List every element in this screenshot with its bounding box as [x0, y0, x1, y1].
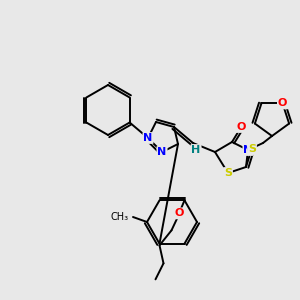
Text: S: S: [224, 168, 232, 178]
Text: H: H: [191, 145, 201, 155]
Text: O: O: [236, 122, 246, 132]
Text: N: N: [143, 133, 153, 143]
Text: O: O: [175, 208, 184, 218]
Text: N: N: [243, 145, 253, 155]
Text: S: S: [248, 144, 256, 154]
Text: CH₃: CH₃: [111, 212, 129, 222]
Text: N: N: [158, 147, 166, 157]
Text: O: O: [278, 98, 287, 108]
